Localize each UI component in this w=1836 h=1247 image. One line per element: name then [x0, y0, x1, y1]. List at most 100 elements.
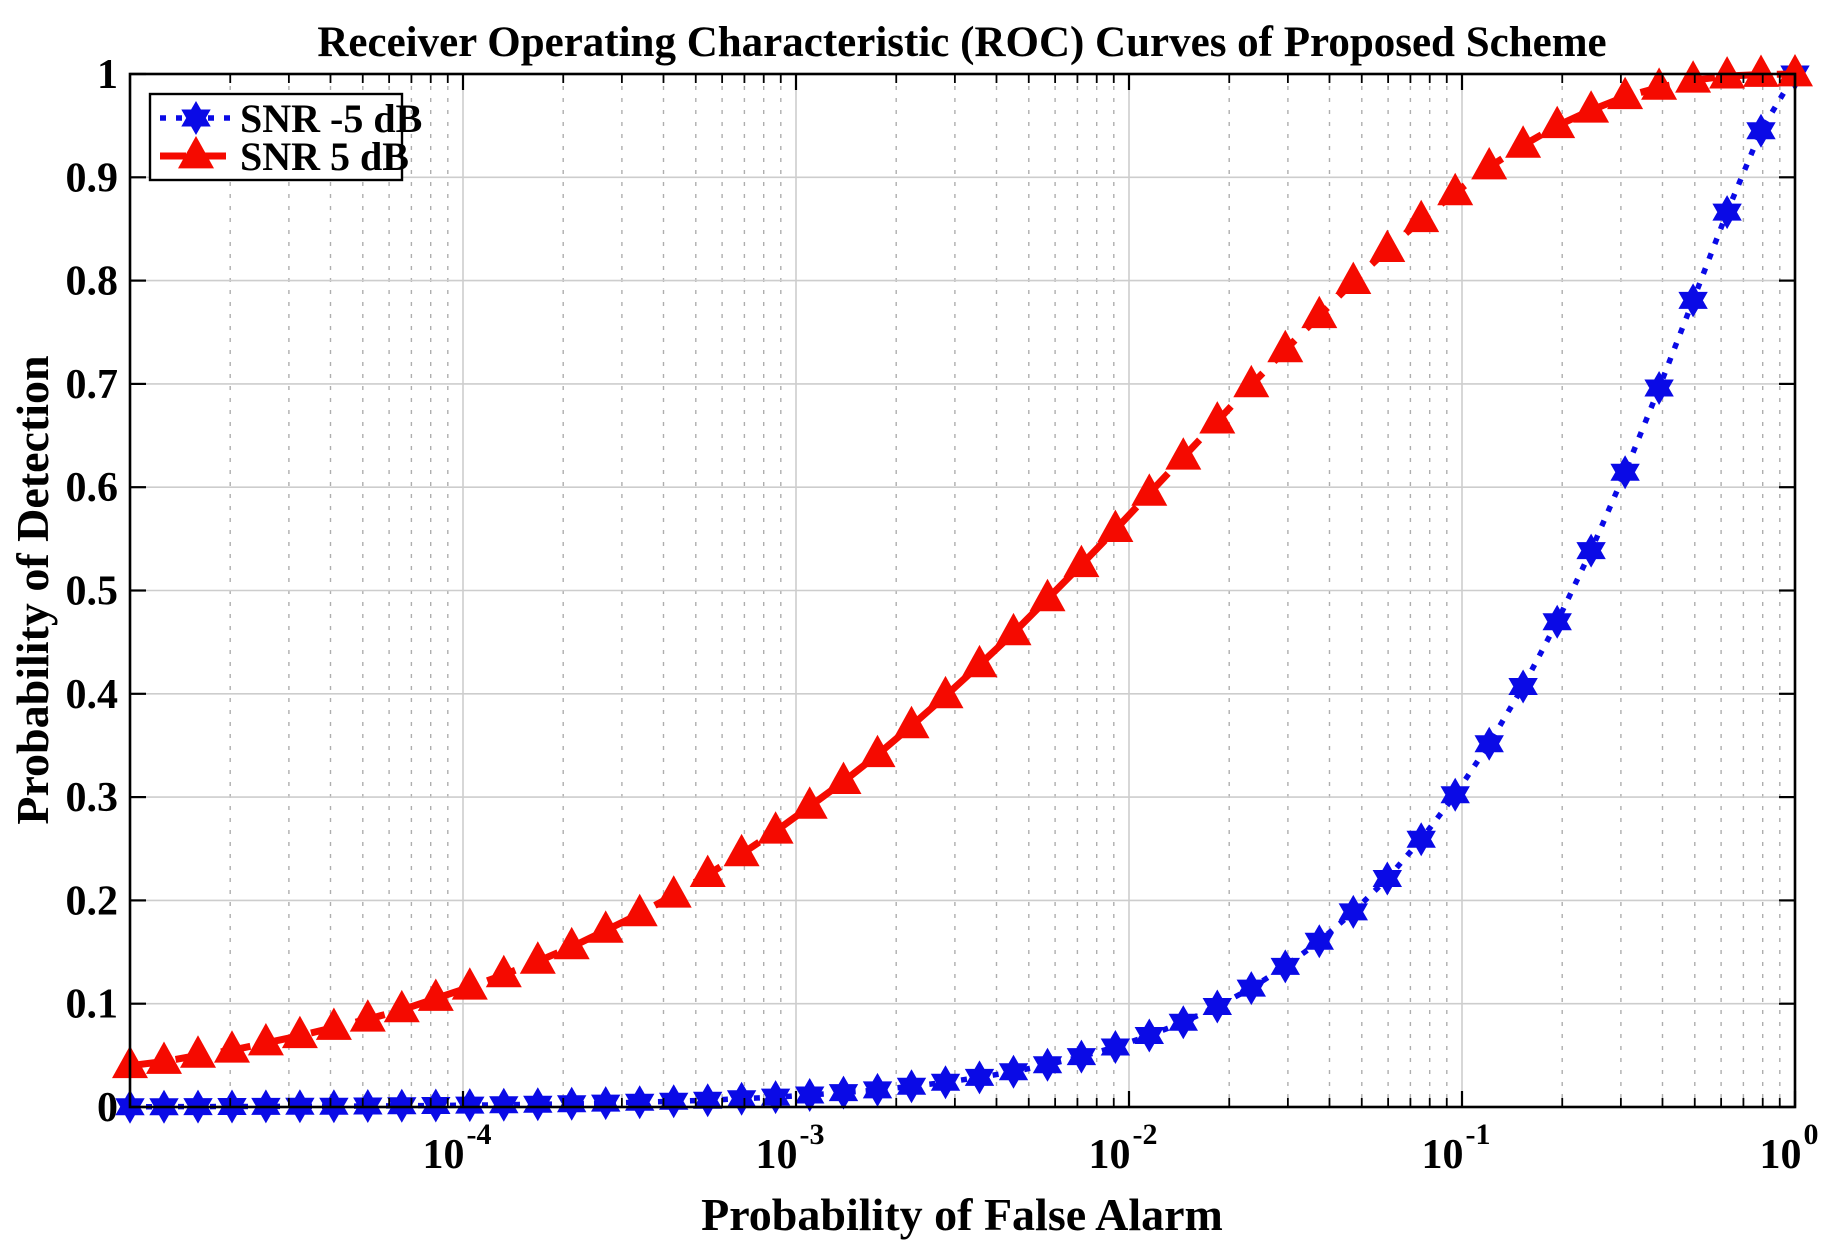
hexagram-marker [1134, 1018, 1164, 1053]
triangle-up-marker [1403, 199, 1440, 233]
hexagram-marker [625, 1085, 655, 1120]
hexagram-marker [1338, 894, 1368, 929]
y-tick-label: 0.4 [66, 672, 119, 718]
hexagram-marker [964, 1060, 995, 1095]
triangle-up-marker [1301, 295, 1338, 329]
triangle-up-marker [1369, 229, 1406, 262]
triangle-up-marker [214, 1030, 250, 1063]
y-tick-label: 0.7 [66, 362, 119, 408]
triangle-up-marker [451, 967, 488, 1000]
triangle-up-marker [757, 811, 794, 844]
y-tick-label: 0.1 [66, 982, 119, 1028]
y-tick-labels: 0 0.1 0.2 0.3 0.4 0.5 0.6 0.7 0.8 0.9 1 [66, 52, 119, 1131]
x-tick-exponent: -3 [800, 1118, 825, 1151]
triangle-up-marker [349, 999, 386, 1032]
x-tick-exponent: -1 [1466, 1118, 1491, 1151]
hexagram-marker [659, 1084, 689, 1119]
x-tick-exponent: -2 [1133, 1118, 1158, 1151]
triangle-up-marker [791, 786, 828, 819]
legend-entry: SNR -5 dB [160, 96, 422, 141]
x-axis-label: Probability of False Alarm [701, 1189, 1223, 1240]
triangle-up-marker [1675, 60, 1712, 93]
hexagram-marker [1066, 1039, 1097, 1074]
triangle-up-marker [1709, 56, 1746, 89]
triangle-up-marker [1267, 329, 1304, 363]
triangle-up-marker [1607, 76, 1644, 110]
hexagram-marker [591, 1086, 621, 1121]
hexagram-marker [1474, 726, 1504, 761]
triangle-up-marker [178, 136, 214, 169]
triangle-up-marker [655, 875, 692, 908]
triangle-up-marker [519, 941, 556, 974]
hexagram-marker [896, 1069, 927, 1104]
triangle-up-marker [961, 644, 998, 678]
triangle-up-marker [1471, 147, 1508, 180]
hexagram-marker [1644, 371, 1674, 405]
triangle-up-marker [1199, 401, 1236, 434]
hexagram-marker [828, 1075, 859, 1110]
hexagram-marker [1304, 924, 1334, 959]
triangle-up-marker [1335, 261, 1372, 294]
triangle-up-marker [893, 705, 930, 739]
triangle-up-marker [1131, 473, 1168, 506]
y-tick-label: 0 [97, 1085, 118, 1131]
legend-entry-label: SNR -5 dB [240, 96, 422, 141]
hexagram-marker [795, 1078, 825, 1112]
hexagram-marker [421, 1088, 451, 1123]
triangle-up-marker [1539, 105, 1576, 139]
hexagram-marker [1576, 533, 1606, 568]
hexagram-marker [693, 1083, 723, 1118]
triangle-up-marker [825, 761, 862, 794]
triangle-up-marker [180, 1035, 216, 1068]
hexagram-marker [1440, 777, 1470, 812]
hexagram-marker [1678, 283, 1708, 318]
hexagram-marker [1168, 1005, 1198, 1040]
y-tick-label: 0.5 [66, 569, 119, 615]
y-tick-label: 0.6 [66, 465, 119, 511]
hexagram-marker [862, 1072, 893, 1107]
triangle-up-marker [927, 675, 964, 709]
x-tick-exponent: -4 [467, 1118, 492, 1151]
triangle-up-marker [1641, 67, 1678, 100]
series-snr-plus5 [112, 54, 1813, 1079]
hexagram-marker [1202, 989, 1232, 1024]
hexagram-marker [181, 101, 211, 135]
y-tick-label: 0.2 [66, 878, 119, 924]
triangle-up-marker [315, 1007, 352, 1040]
major-gridlines [130, 74, 1795, 1107]
data-curves [112, 54, 1813, 1124]
hexagram-marker [1746, 113, 1776, 148]
hexagram-marker [1712, 195, 1742, 230]
hexagram-marker [1100, 1030, 1131, 1064]
triangle-up-marker [417, 978, 454, 1011]
triangle-up-marker [621, 893, 658, 927]
triangle-up-marker [1097, 509, 1134, 542]
triangle-up-marker [723, 833, 760, 867]
triangle-up-marker [485, 954, 522, 988]
triangle-up-marker [1437, 172, 1474, 206]
hexagram-marker [523, 1087, 553, 1122]
y-tick-label: 1 [97, 52, 118, 98]
hexagram-marker [1610, 455, 1640, 490]
hexagram-marker [1270, 949, 1300, 984]
hexagram-marker [1542, 604, 1572, 639]
triangle-up-marker [1777, 54, 1813, 87]
hexagram-marker [557, 1086, 587, 1121]
triangle-up-marker [247, 1023, 284, 1056]
y-axis-label: Probability of Detection [7, 355, 58, 824]
y-tick-label: 0.3 [66, 775, 119, 821]
triangle-up-marker [587, 910, 624, 943]
triangle-up-marker [1165, 437, 1202, 470]
y-tick-label: 0.8 [66, 259, 119, 305]
triangle-up-marker [553, 926, 590, 960]
hexagram-marker [930, 1065, 961, 1100]
hexagram-marker [1236, 971, 1266, 1006]
hexagram-marker [1372, 861, 1402, 896]
triangle-up-marker [1233, 364, 1270, 398]
triangle-up-marker [281, 1015, 318, 1049]
plot-border [128, 72, 1797, 1109]
triangle-up-marker [995, 612, 1032, 646]
